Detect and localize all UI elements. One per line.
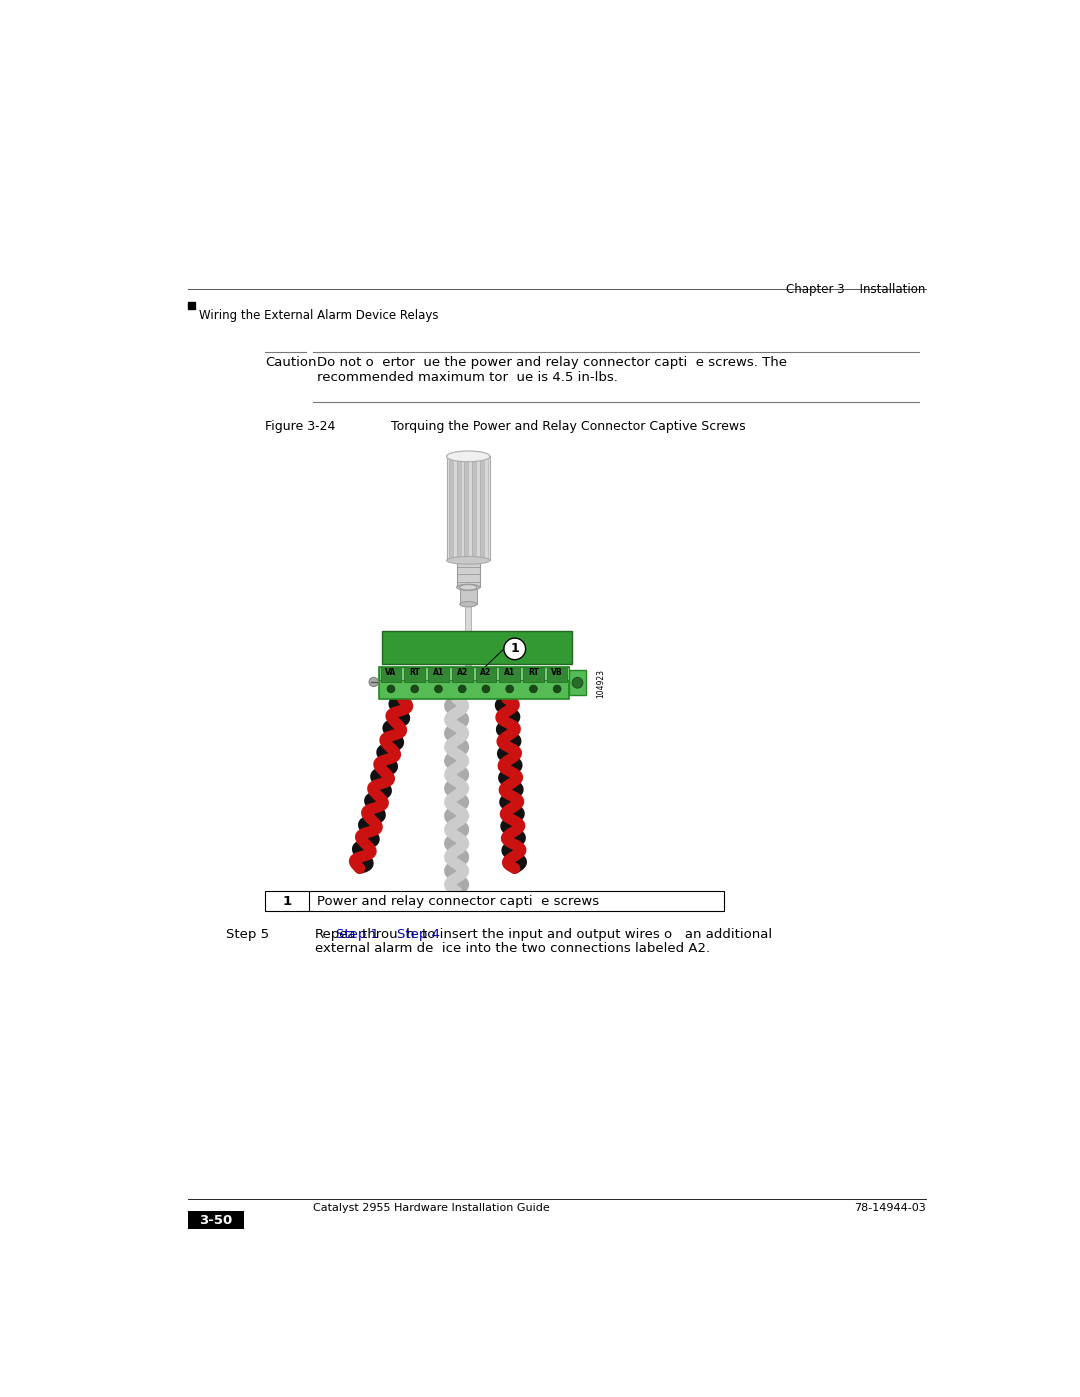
Text: Step 4: Step 4 — [396, 929, 440, 942]
Text: Step 1: Step 1 — [336, 929, 379, 942]
Text: Torquing the Power and Relay Connector Captive Screws: Torquing the Power and Relay Connector C… — [391, 420, 745, 433]
Text: Catalyst 2955 Hardware Installation Guide: Catalyst 2955 Hardware Installation Guid… — [313, 1203, 550, 1213]
Bar — [465, 605, 471, 666]
Text: Repea: Repea — [314, 929, 356, 942]
Ellipse shape — [460, 602, 476, 606]
Bar — [523, 668, 543, 682]
Circle shape — [410, 685, 419, 693]
Bar — [476, 458, 480, 557]
Text: RT: RT — [409, 668, 420, 678]
Circle shape — [529, 685, 537, 693]
Bar — [546, 668, 567, 682]
Text: external alarm de  ice into the two connections labeled A2.: external alarm de ice into the two conne… — [314, 942, 710, 956]
Ellipse shape — [457, 584, 480, 591]
Text: A2: A2 — [481, 668, 491, 678]
Text: Step 5: Step 5 — [227, 929, 270, 942]
Circle shape — [387, 685, 395, 693]
Circle shape — [553, 685, 561, 693]
Bar — [379, 666, 569, 698]
Bar — [484, 458, 488, 557]
Text: Chapter 3    Installation: Chapter 3 Installation — [786, 284, 926, 296]
Bar — [451, 668, 473, 682]
Bar — [404, 668, 426, 682]
Text: A1: A1 — [504, 668, 515, 678]
Bar — [480, 458, 484, 557]
Bar — [475, 668, 496, 682]
Circle shape — [504, 638, 526, 659]
Text: VA: VA — [386, 668, 396, 678]
Bar — [449, 458, 453, 557]
Text: Figure 3-24: Figure 3-24 — [266, 420, 336, 433]
Ellipse shape — [446, 556, 490, 564]
Ellipse shape — [446, 451, 490, 462]
Bar — [569, 671, 586, 696]
Bar — [464, 458, 469, 557]
Bar — [499, 668, 519, 682]
Text: Wiring the External Alarm Device Relays: Wiring the External Alarm Device Relays — [200, 309, 438, 321]
Text: 1: 1 — [283, 894, 292, 908]
Circle shape — [482, 685, 490, 693]
Bar — [472, 458, 476, 557]
Text: recommended maximum tor  ue is 4.5 in-lbs.: recommended maximum tor ue is 4.5 in-lbs… — [318, 372, 618, 384]
Bar — [469, 458, 472, 557]
Text: Do not o  ertor  ue the power and relay connector capti  e screws. The: Do not o ertor ue the power and relay co… — [318, 355, 787, 369]
Ellipse shape — [460, 584, 476, 590]
Text: 78-14944-03: 78-14944-03 — [854, 1203, 926, 1213]
Text: 104923: 104923 — [596, 669, 605, 698]
Text: VB: VB — [551, 668, 563, 678]
Circle shape — [572, 678, 583, 689]
Bar — [457, 458, 460, 557]
Bar — [453, 458, 457, 557]
Bar — [428, 668, 449, 682]
Text: A2: A2 — [457, 668, 468, 678]
Text: A1: A1 — [433, 668, 444, 678]
Text: 3-50: 3-50 — [199, 1214, 232, 1227]
Circle shape — [369, 678, 378, 686]
Circle shape — [434, 685, 443, 693]
Bar — [382, 631, 572, 664]
Bar — [460, 458, 464, 557]
Bar — [188, 302, 194, 309]
Text: throu  h: throu h — [362, 929, 415, 942]
Text: 1: 1 — [511, 643, 519, 655]
Text: Power and relay connector capti  e screws: Power and relay connector capti e screws — [318, 894, 599, 908]
Bar — [380, 668, 402, 682]
Circle shape — [505, 685, 513, 693]
Bar — [188, 1211, 243, 1229]
Circle shape — [458, 685, 467, 693]
Bar — [266, 891, 724, 911]
Text: to insert the input and output wires o   an additional: to insert the input and output wires o a… — [422, 929, 772, 942]
Text: Caution: Caution — [266, 355, 316, 369]
Text: RT: RT — [528, 668, 539, 678]
Bar — [446, 457, 490, 560]
Bar — [460, 587, 476, 605]
Bar — [379, 666, 569, 680]
Polygon shape — [465, 666, 471, 685]
Bar — [457, 560, 480, 587]
